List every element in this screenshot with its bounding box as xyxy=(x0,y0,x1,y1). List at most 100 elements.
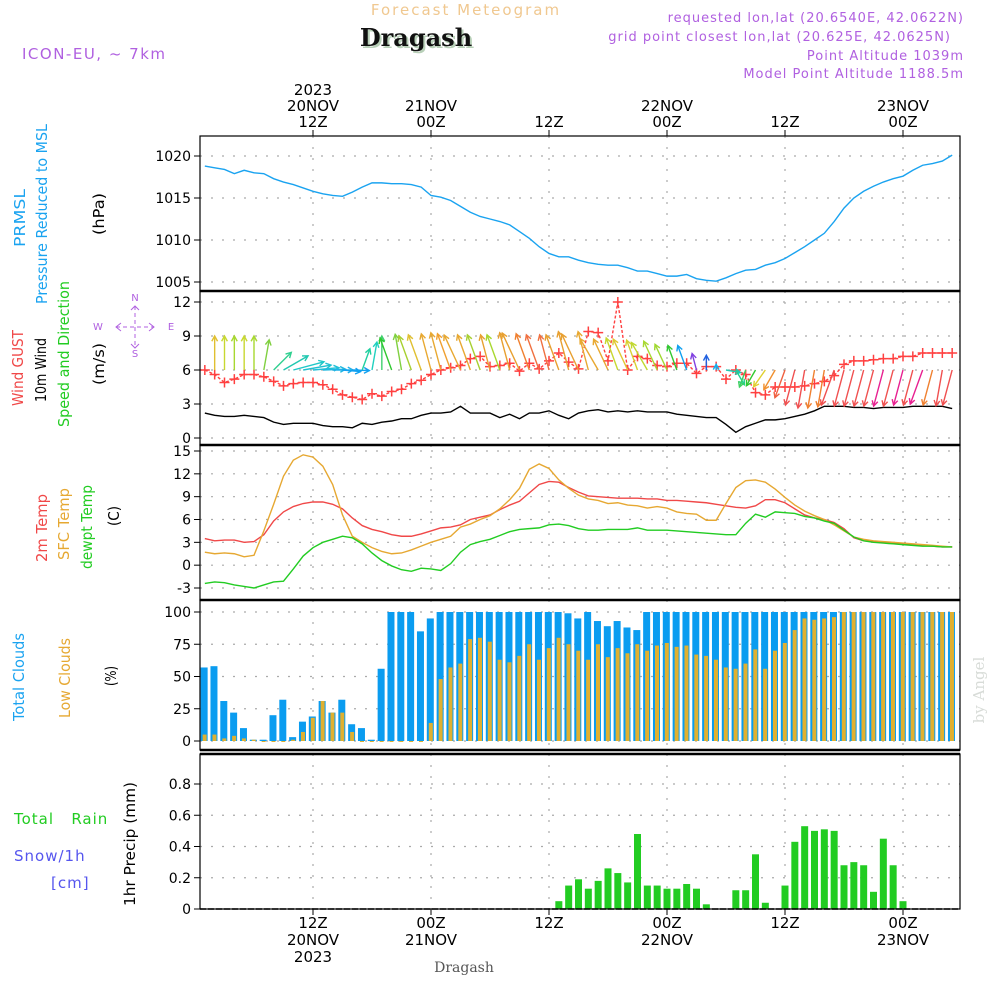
wind-arrow xyxy=(630,341,648,371)
total-cloud-bar xyxy=(289,737,297,741)
low-cloud-bar xyxy=(733,668,738,741)
gust-marker xyxy=(219,377,230,388)
rain-bar xyxy=(604,868,612,909)
wind-arrow-shaft xyxy=(352,369,370,372)
bottom-time-label: 00Z xyxy=(888,914,917,932)
total-cloud-bar xyxy=(269,715,277,741)
precip-ytick-label: 0.4 xyxy=(169,840,191,856)
gust-marker xyxy=(671,358,682,369)
low-cloud-bar xyxy=(930,612,935,741)
low-cloud-bar xyxy=(350,731,355,741)
gust-marker xyxy=(406,378,417,389)
wind-arrow-shaft xyxy=(361,348,371,371)
low-cloud-bar xyxy=(713,659,718,741)
gust-marker xyxy=(622,365,633,375)
wind-ytick-label: 6 xyxy=(182,363,191,379)
low-cloud-bar xyxy=(822,618,827,741)
wind-arrow-shaft xyxy=(579,338,599,371)
wind-arrow-shaft xyxy=(797,369,806,409)
wind-arrow-head xyxy=(745,379,752,387)
low-cloud-bar xyxy=(428,722,433,741)
wind-arrow xyxy=(832,369,845,408)
rain-bar xyxy=(801,826,809,909)
wind-arrow-head xyxy=(752,380,760,388)
gust-marker xyxy=(239,369,250,380)
low-cloud-bar xyxy=(546,648,551,741)
wind-arrow xyxy=(361,347,372,371)
wind-arrow-head xyxy=(560,332,567,341)
wind-arrow-head xyxy=(339,365,347,373)
pressure-ytick-label: 1010 xyxy=(155,233,191,249)
wind-arrow xyxy=(690,352,698,371)
rain-bar xyxy=(791,841,799,909)
wind-arrow-shaft xyxy=(312,367,340,371)
top-time-label: 00Z xyxy=(416,113,445,131)
low-cloud-bar xyxy=(281,741,286,742)
wind-arrow-shaft xyxy=(753,369,766,388)
wind-arrow-shaft xyxy=(807,369,816,409)
bottom-time-label: 12Z xyxy=(534,914,563,932)
rain-bar xyxy=(879,838,887,909)
low-cloud-bar xyxy=(900,612,905,741)
top-time-label: 20NOV xyxy=(287,97,340,115)
wind-arrow-shaft xyxy=(691,353,698,371)
wind-arrow-head xyxy=(579,337,586,345)
wind-arrow-shaft xyxy=(557,331,570,371)
wind-arrow-shaft xyxy=(499,332,511,371)
gust-marker xyxy=(642,353,653,364)
wind-arrow-head xyxy=(592,337,599,346)
wind-arrow-shaft xyxy=(667,345,678,371)
wind-arrow-shaft xyxy=(909,369,924,405)
pressure-ytick-label: 1020 xyxy=(155,149,191,165)
gust-marker xyxy=(347,392,358,403)
low-cloud-bar xyxy=(645,650,650,741)
pressure-ytick-label: 1005 xyxy=(155,275,191,291)
gust-marker xyxy=(937,348,948,358)
wind-arrow-head xyxy=(435,332,443,340)
low-cloud-bar xyxy=(330,712,335,741)
wind-arrow-head xyxy=(851,400,859,408)
wind-arrow-head xyxy=(397,334,404,342)
wind-arrow xyxy=(397,334,412,371)
wind-arrow-head xyxy=(901,399,909,407)
clouds-label-total: Total Clouds xyxy=(10,633,28,722)
top-time-label: 2023 xyxy=(294,81,332,99)
dewpt-temp-line xyxy=(204,511,953,589)
low-cloud-bar xyxy=(536,659,541,741)
low-cloud-bar xyxy=(379,741,384,742)
wind-arrow xyxy=(612,337,629,371)
info-line-2: grid point closest lon,lat (20.625E, 42.… xyxy=(608,30,951,45)
wind-arrow-shaft xyxy=(273,351,292,371)
wind-arrow xyxy=(428,331,442,371)
rain-bar xyxy=(634,834,641,909)
wind-arrow xyxy=(891,369,904,407)
wind-arrow xyxy=(815,369,826,409)
rain-bar xyxy=(781,885,789,909)
wind-arrow-shaft xyxy=(630,342,648,371)
top-time-label: 00Z xyxy=(888,113,917,131)
wind-arrow-shaft xyxy=(625,339,639,371)
rain-bar xyxy=(643,885,651,909)
compass-s: S xyxy=(132,349,138,360)
low-cloud-bar xyxy=(763,668,768,741)
wind-arrow-head xyxy=(712,362,720,370)
total-cloud-bar xyxy=(416,631,424,741)
wind-arrow-head xyxy=(485,333,493,341)
wind-arrow-head xyxy=(842,400,849,408)
wind-arrow-head xyxy=(419,332,426,340)
rain-bar xyxy=(820,829,828,909)
wind-arrow-shaft xyxy=(725,369,741,374)
wind-arrow xyxy=(901,369,914,407)
wind-arrow-shaft xyxy=(430,332,442,371)
gust-marker xyxy=(878,353,889,364)
precip-panel: 0 0.2 0.4 0.6 0.8 xyxy=(169,753,961,918)
low-cloud-bar xyxy=(664,642,669,741)
precip-ytick-label: 0.6 xyxy=(169,808,191,824)
temp-label-dewpt: dewpt Temp xyxy=(78,485,96,569)
total-cloud-bar xyxy=(436,612,444,741)
precip-ylabel: Total Rain Snow/1h [cm] 1hr Precip (mm) xyxy=(13,782,139,906)
temperature-ytick-label: 12 xyxy=(173,467,191,483)
rain-bar xyxy=(752,854,759,909)
gust-marker xyxy=(258,371,269,382)
wind-arrow-head xyxy=(514,332,522,340)
